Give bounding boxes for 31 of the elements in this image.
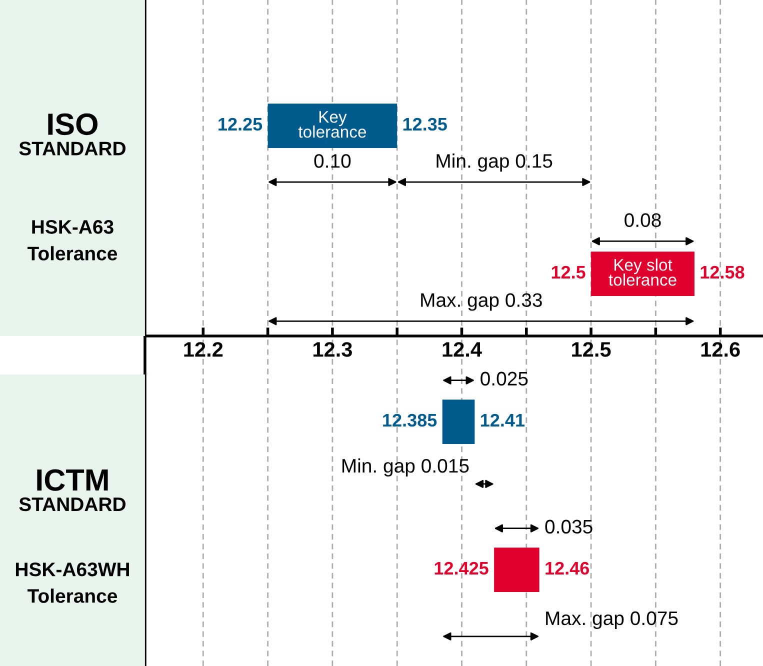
y-tick-label: Key tolerance [298,111,366,138]
annotation: 0.10 [314,154,351,168]
annotation: 12.58 [700,266,744,279]
x-tick-label: 12.4 [442,342,482,357]
text: ICTM STANDARD [19,469,126,512]
annotation: 12.5 [552,266,586,279]
text: HSK-A63 Tolerance [27,220,118,260]
annotation: 12.41 [480,414,525,426]
bar [591,252,694,296]
text: HSK-A63WH Tolerance [16,562,129,603]
annotation: 0.025 [480,372,528,386]
annotation: 12.385 [383,414,437,427]
y-tick-label: Key slot tolerance [608,258,676,286]
annotation: Max. gap 0.33 [421,293,542,311]
annotation: Min. gap 0.015 [342,458,469,477]
x-tick-label: 12.5 [572,342,611,357]
annotation: 12.35 [403,118,447,131]
x-tick-label: 12.2 [184,342,223,357]
bar [494,548,540,592]
annotation: Min. gap 0.15 [436,154,552,172]
annotation: Max. gap 0.075 [546,611,678,629]
annotation: 12.46 [546,562,590,575]
annotation: 0.08 [624,213,661,228]
text: ISO STANDARD [19,113,126,156]
x-tick-label: 12.3 [313,342,352,357]
annotation: 12.425 [434,562,488,575]
annotation: 12.25 [218,118,262,131]
x-tick-label: 12.6 [701,342,740,357]
bar [442,400,475,444]
annotation: 0.035 [545,520,592,534]
bar [268,104,398,148]
